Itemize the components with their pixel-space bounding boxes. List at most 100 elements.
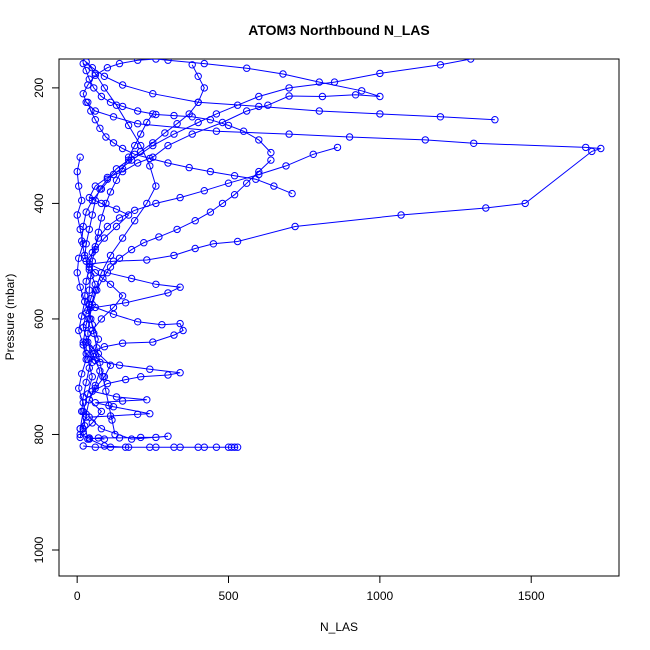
data-point [76, 433, 84, 442]
data-point [134, 59, 142, 64]
series-10 [85, 110, 157, 439]
x-tick-label: 0 [74, 589, 81, 603]
data-point [93, 286, 101, 294]
data-point [118, 234, 127, 242]
data-point [146, 410, 154, 418]
data-point [318, 92, 327, 101]
data-point [103, 222, 112, 231]
data-point [99, 274, 107, 283]
series-8 [84, 156, 275, 366]
data-point [194, 98, 202, 107]
data-point [118, 292, 127, 300]
data-point [521, 199, 529, 208]
data-point [121, 375, 130, 384]
data-point [118, 144, 127, 153]
data-point [164, 59, 172, 64]
data-point [188, 61, 196, 69]
data-point [376, 110, 384, 118]
data-point [127, 435, 136, 443]
data-point [230, 172, 239, 180]
data-point [200, 443, 209, 451]
data-point [75, 182, 83, 190]
series-6 [79, 59, 275, 157]
data-point [194, 72, 202, 81]
data-point [143, 256, 151, 264]
data-point [91, 116, 100, 124]
data-point [582, 143, 590, 152]
data-point [152, 199, 160, 208]
data-point [212, 110, 221, 118]
data-point [73, 167, 81, 176]
data-point [270, 182, 278, 190]
data-point [333, 143, 342, 152]
x-tick-label: 500 [218, 589, 238, 603]
data-point [179, 326, 187, 335]
series-line [79, 59, 471, 438]
series-line [87, 102, 293, 195]
data-point [106, 280, 115, 288]
data-point [78, 370, 86, 378]
data-point [149, 90, 157, 98]
data-point [239, 127, 248, 135]
data-point [102, 133, 110, 141]
data-point [255, 102, 263, 111]
data-point [82, 277, 90, 286]
y-tick-label: 800 [32, 424, 46, 444]
data-point [82, 378, 90, 387]
data-point [88, 373, 97, 381]
data-point [243, 107, 251, 115]
data-point [491, 116, 499, 124]
data-point [79, 59, 87, 68]
data-point [84, 435, 92, 443]
data-point [118, 339, 127, 347]
data-point [173, 120, 181, 128]
data-point [109, 303, 118, 312]
series-3 [76, 59, 499, 433]
data-point [143, 118, 151, 127]
data-point [436, 113, 445, 121]
data-point [146, 154, 154, 163]
data-point [97, 92, 106, 101]
data-point [482, 204, 490, 212]
data-point [88, 64, 97, 72]
data-point [111, 430, 119, 439]
data-point [97, 407, 106, 416]
data-point [85, 225, 94, 234]
data-point [351, 91, 360, 99]
data-point [88, 358, 97, 366]
data-point [112, 176, 121, 185]
data-point [212, 443, 221, 451]
data-point [315, 78, 323, 86]
data-point [345, 133, 354, 141]
data-point [81, 254, 89, 262]
data-point [100, 343, 109, 351]
data-point [224, 121, 233, 130]
data-point [82, 413, 90, 421]
data-point [309, 150, 317, 159]
data-point [103, 64, 112, 72]
data-point [118, 81, 127, 89]
data-point [91, 69, 100, 78]
data-point [421, 136, 429, 144]
data-point [73, 211, 81, 219]
data-point [76, 425, 84, 433]
data-point [97, 199, 106, 208]
data-point [376, 92, 384, 101]
data-point [264, 101, 272, 109]
data-point [467, 59, 475, 63]
data-point [149, 139, 157, 147]
data-point [191, 244, 199, 253]
data-point [233, 237, 242, 246]
data-point [288, 189, 296, 198]
data-point [87, 315, 95, 323]
data-point [88, 211, 97, 219]
data-point [152, 182, 160, 190]
data-point [149, 338, 157, 346]
data-point [79, 399, 87, 407]
data-point [209, 240, 218, 248]
data-point [88, 248, 97, 257]
y-tick-label: 400 [32, 193, 46, 213]
data-point [88, 419, 97, 427]
data-point [243, 64, 251, 72]
data-point [200, 187, 209, 195]
